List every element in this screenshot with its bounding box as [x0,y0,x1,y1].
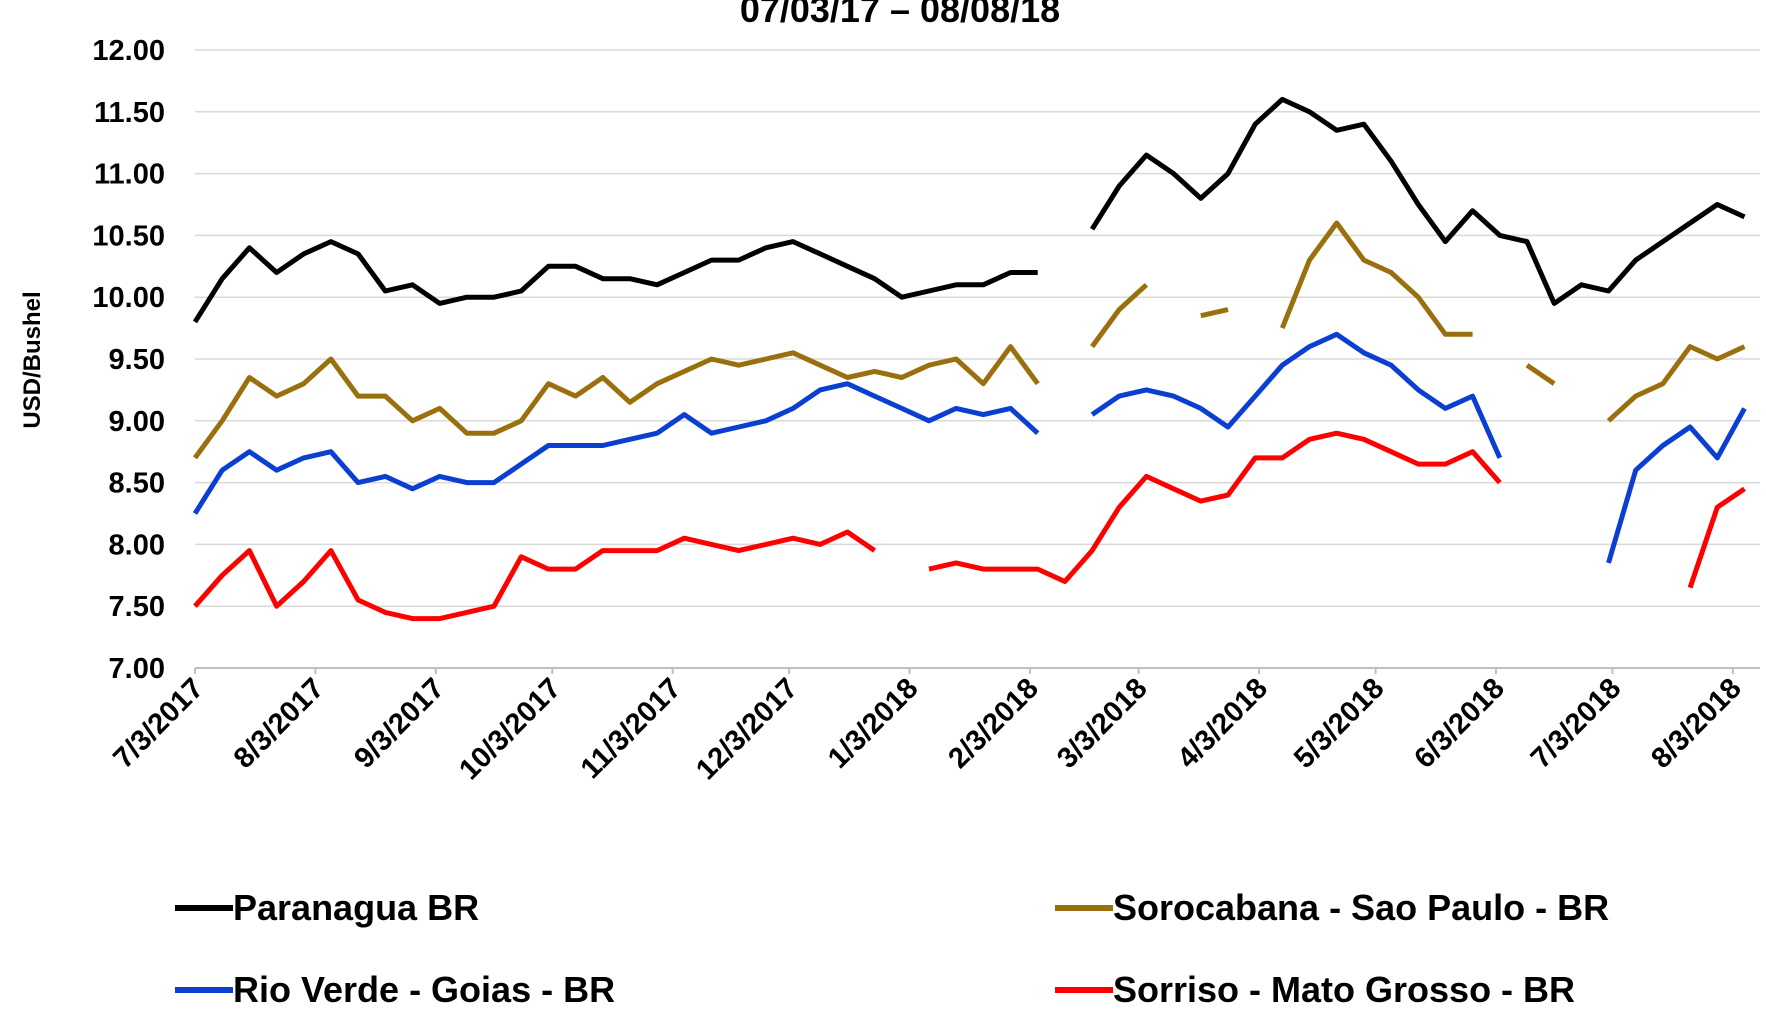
x-tick-label: 7/3/2017 [107,672,209,774]
series-line [1090,331,1503,459]
y-tick-label: 10.00 [92,282,165,314]
y-tick-label: 8.00 [109,529,165,561]
x-tick-label: 7/3/2018 [1525,672,1627,774]
series-line [1089,96,1746,306]
series-line [1200,307,1229,319]
series-line [1525,363,1556,386]
x-tick-label: 5/3/2018 [1288,672,1390,774]
x-tick-label: 12/3/2017 [690,672,804,786]
legend-label: Rio Verde - Goias - BR [233,969,615,1010]
legend-label: Sorocabana - Sao Paulo - BR [1113,887,1609,928]
series-line [1279,220,1473,337]
y-tick-label: 11.50 [94,97,165,129]
legend-label: Paranagua BR [233,887,479,928]
x-tick-label: 11/3/2017 [575,672,688,785]
x-tick-label: 6/3/2018 [1408,672,1510,774]
series-line [192,344,1040,460]
y-axis-label: USD/Bushel [19,291,46,428]
y-tick-label: 9.50 [109,344,165,376]
series-line [193,529,877,622]
x-tick-label: 1/3/2018 [822,672,924,774]
series-line [1687,486,1746,589]
y-tick-label: 8.50 [109,468,165,500]
y-tick-label: 11.00 [94,159,165,191]
y-tick-label: 7.50 [109,591,165,623]
y-tick-label: 7.00 [109,653,165,685]
y-tick-label: 10.50 [92,220,165,252]
x-tick-label: 8/3/2018 [1645,672,1747,774]
y-tick-label: 12.00 [92,35,165,67]
series-line [192,239,1038,324]
x-tick-label: 2/3/2018 [942,672,1044,774]
series-line [1606,407,1747,564]
chart-title: 07/03/17 – 08/08/18 [740,0,1060,30]
x-tick-label: 4/3/2018 [1172,672,1274,774]
y-tick-label: 9.00 [109,406,165,438]
series-line [192,381,1040,515]
x-tick-label: 9/3/2017 [348,672,450,774]
series-line [1090,282,1149,349]
x-tick-label: 3/3/2018 [1051,672,1153,774]
x-tick-label: 10/3/2017 [453,672,567,786]
series-line [1606,344,1746,423]
series-line [928,430,1502,584]
x-tick-label: 8/3/2017 [228,672,330,774]
legend-label: Sorriso - Mato Grosso - BR [1113,969,1575,1010]
